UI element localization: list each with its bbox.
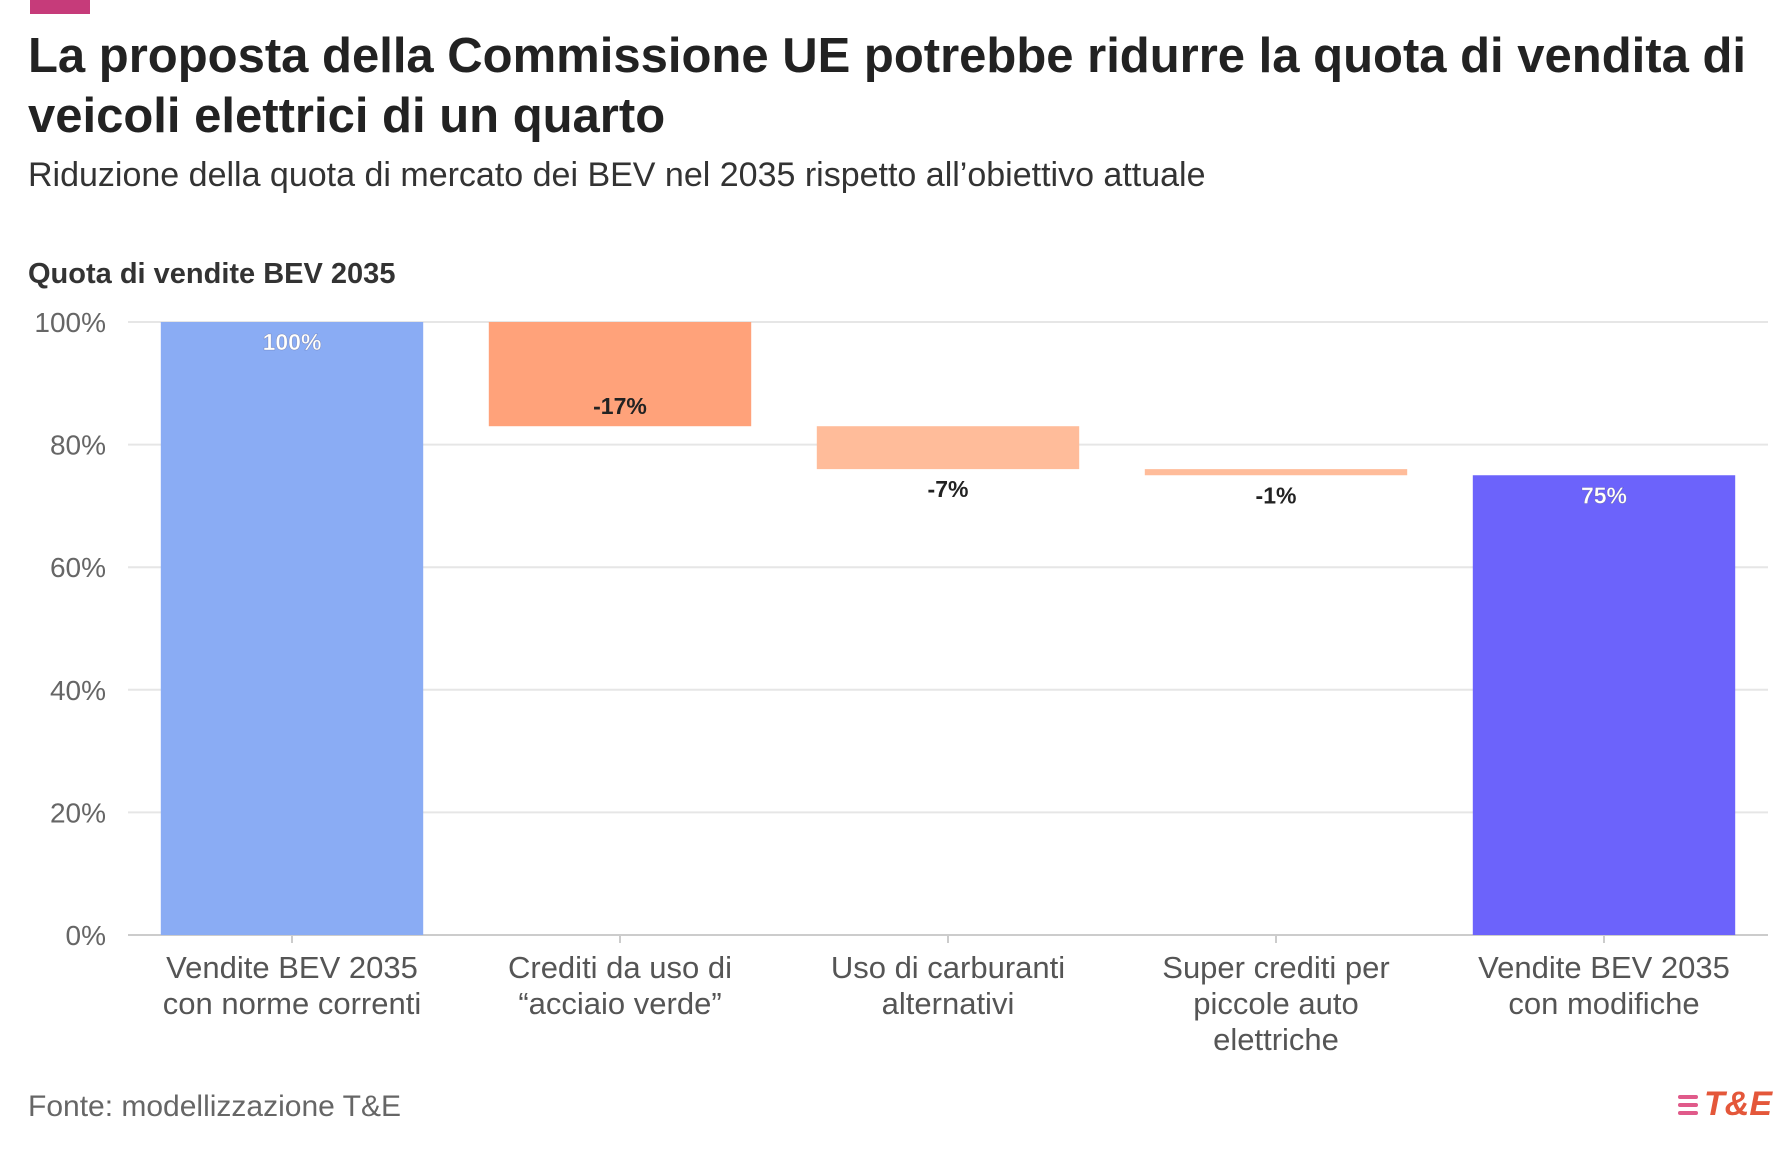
chart-subtitle: Riduzione della quota di mercato dei BEV… [28, 156, 1206, 194]
x-category-label-line: con modifiche [1508, 986, 1699, 1021]
x-category-label: Vendite BEV 2035 con modifiche [1478, 950, 1730, 1021]
total-bar [1472, 475, 1736, 935]
data-label: 100% [263, 329, 322, 355]
data-label: -7% [928, 476, 969, 502]
x-category-label-line: Vendite BEV 2035 [166, 950, 418, 985]
chart-title: La proposta della Commissione UE potrebb… [28, 29, 1746, 143]
y-tick-label: 20% [50, 797, 106, 828]
y-axis-title: Quota di vendite BEV 2035 [28, 258, 396, 290]
source-note: Fonte: modellizzazione T&E [28, 1090, 401, 1123]
x-category-label: Super crediti per piccole auto elettriche [1162, 950, 1389, 1057]
total-bar [160, 322, 424, 935]
x-category-label-line: elettriche [1213, 1022, 1339, 1057]
y-tick-label: 100% [34, 307, 106, 338]
x-category-label: Vendite BEV 2035 con norme correnti [163, 950, 421, 1021]
y-tick-label: 60% [50, 552, 106, 583]
x-category-label-line: alternativi [882, 986, 1015, 1021]
brand-accent-bar [30, 0, 90, 14]
y-tick-label: 80% [50, 430, 106, 461]
x-category-label-line: “acciaio verde” [518, 986, 721, 1021]
x-category-label-line: Super crediti per [1162, 950, 1389, 985]
y-tick-label: 0% [66, 920, 106, 951]
decrease-bar [816, 426, 1080, 470]
x-category-label-line: piccole auto [1193, 986, 1358, 1021]
y-tick-label: 40% [50, 675, 106, 706]
x-category-label-line: Crediti da uso di [508, 950, 732, 985]
data-label: 75% [1581, 482, 1627, 508]
x-category-label: Uso di carburanti alternativi [831, 950, 1065, 1021]
logo-text: T&E [1704, 1085, 1772, 1123]
data-label: -1% [1256, 482, 1297, 508]
x-category-label-line: Uso di carburanti [831, 950, 1065, 985]
data-label: -17% [593, 393, 647, 419]
decrease-bar [488, 322, 752, 427]
te-logo: T&E [1678, 1085, 1772, 1124]
x-category-label-line: con norme correnti [163, 986, 421, 1021]
x-category-label-line: Vendite BEV 2035 [1478, 950, 1730, 985]
logo-stripes-icon [1678, 1091, 1698, 1119]
x-category-label: Crediti da uso di “acciaio verde” [508, 950, 732, 1021]
decrease-bar [1144, 469, 1408, 476]
